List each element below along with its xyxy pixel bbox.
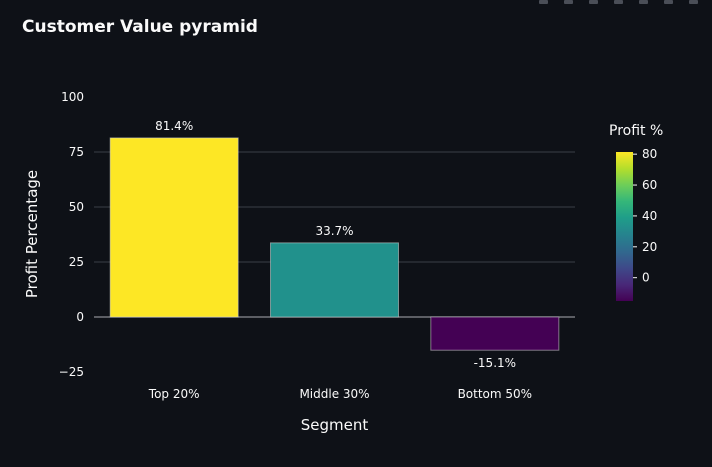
chart-title: Customer Value pyramid [22,17,258,37]
y-tick-label: 100 [61,90,84,104]
colorbar-tick-label: 80 [642,147,657,161]
modebar [539,0,698,8]
x-axis-title: Segment [301,416,369,434]
y-tick-label: 25 [69,255,84,269]
pan-icon[interactable] [589,0,598,4]
zoom-out-icon[interactable] [639,0,648,4]
data-label: 33.7% [315,224,353,238]
y-tick-label: −25 [59,365,84,379]
colorbar-tick-label: 60 [642,178,657,192]
reset-icon[interactable] [689,0,698,4]
camera-icon[interactable] [539,0,548,4]
colorbar-title: Profit % [609,123,663,139]
data-label: 81.4% [155,119,193,133]
y-tick-label: 0 [76,310,84,324]
bar-top-20-[interactable] [109,137,239,318]
colorbar-tick-label: 0 [642,271,650,285]
y-tick-label: 50 [69,200,84,214]
colorbar-tick-label: 40 [642,209,657,223]
data-label: -15.1% [474,356,516,370]
x-tick-label: Bottom 50% [458,387,533,401]
zoom-in-icon[interactable] [614,0,623,4]
zoom-icon[interactable] [564,0,573,4]
bar-bottom-50-[interactable] [430,316,560,351]
y-axis-title: Profit Percentage [23,170,41,298]
x-tick-label: Middle 30% [299,387,369,401]
colorbar [616,152,633,301]
autoscale-icon[interactable] [664,0,673,4]
x-tick-label: Top 20% [148,387,200,401]
colorbar-tick-label: 20 [642,240,657,254]
bar-middle-30-[interactable] [270,242,399,318]
y-tick-label: 75 [69,145,84,159]
